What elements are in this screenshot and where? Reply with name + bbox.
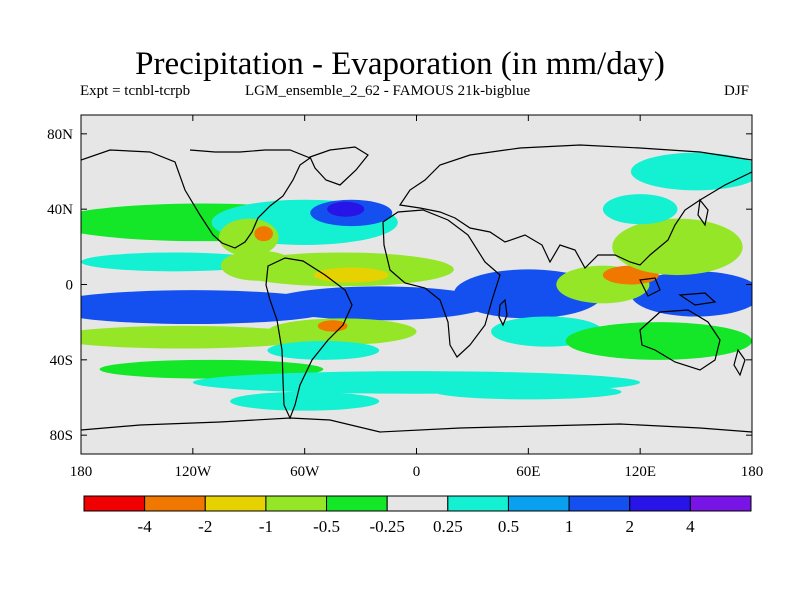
coastline-borneo xyxy=(639,277,661,297)
x-tick-label: 60W xyxy=(290,464,320,480)
colorbar-swatch xyxy=(629,495,691,512)
colorbar-swatch xyxy=(83,495,146,512)
y-tick-label: 80N xyxy=(47,127,73,143)
coastline-greenland xyxy=(309,146,369,186)
field-region-level-6 xyxy=(602,194,678,225)
colorbar-swatch xyxy=(204,495,267,512)
x-tick-label: 60E xyxy=(516,464,540,480)
x-tick-label: 180 xyxy=(70,464,93,480)
field-region-level-3 xyxy=(81,325,314,349)
y-tick-label: 40S xyxy=(50,353,73,369)
colorbar-label: 4 xyxy=(686,517,695,536)
colorbar-label: 0.25 xyxy=(433,517,463,536)
field-layer xyxy=(81,152,752,411)
y-tick-label: 80S xyxy=(50,428,73,444)
coastline-madagascar xyxy=(498,298,508,327)
coastline-australia xyxy=(639,309,721,371)
field-region-level-3 xyxy=(612,218,743,276)
x-tick-label: 120W xyxy=(174,464,212,480)
colorbar-swatch xyxy=(568,495,631,512)
coastline-new-zealand xyxy=(733,348,746,377)
x-tick-label: 0 xyxy=(413,464,421,480)
field-region-level-6 xyxy=(81,252,268,272)
experiment-label: Expt = tcnbl-tcrpb xyxy=(80,83,191,99)
field-region-level-1 xyxy=(317,320,348,332)
coastline-south-america xyxy=(265,257,353,420)
colorbar-swatch xyxy=(689,495,752,512)
coastline-africa xyxy=(382,209,501,358)
colorbar-label: -2 xyxy=(198,517,212,536)
coastline-north-america xyxy=(81,149,312,249)
coastline-japan xyxy=(697,198,709,227)
colorbar-swatch xyxy=(265,495,328,512)
chart-title: Precipitation - Evaporation (in mm/day) xyxy=(135,46,665,82)
field-region-level-2 xyxy=(313,267,389,283)
colorbar-label: -4 xyxy=(138,517,153,536)
field-region-level-4 xyxy=(99,359,324,379)
axes-layer: 180 120W 60W 0 60E 120E 180 80N 40N 0 40S 80S xyxy=(47,115,763,480)
field-region-level-9 xyxy=(327,201,365,217)
colorbar-label: 0.5 xyxy=(498,517,519,536)
field-region-level-1 xyxy=(254,226,273,242)
x-tick-label: 120E xyxy=(624,464,656,480)
colorbar-label: -0.5 xyxy=(313,517,340,536)
coastline-layer xyxy=(81,144,752,433)
field-region-level-8 xyxy=(267,286,492,321)
season-label: DJF xyxy=(724,83,750,99)
colorbar-swatch xyxy=(326,495,388,512)
y-tick-label: 40N xyxy=(47,202,73,218)
x-tick-label: 180 xyxy=(741,464,764,480)
colorbar-label: 1 xyxy=(565,517,574,536)
field-region-level-6 xyxy=(267,341,380,360)
colorbar-swatch xyxy=(507,495,570,512)
colorbar-swatch xyxy=(144,495,206,512)
colorbar-label: 2 xyxy=(625,517,634,536)
coastline-new-guinea xyxy=(678,292,717,306)
coastline-eurasia xyxy=(398,144,752,269)
field-region-level-3 xyxy=(267,318,417,345)
field-region-level-4 xyxy=(565,322,752,360)
y-tick-label: 0 xyxy=(66,278,74,294)
colorbar-swatch xyxy=(386,495,449,512)
field-region-level-6 xyxy=(630,152,752,191)
field-region-level-6 xyxy=(230,391,380,411)
ensemble-label: LGM_ensemble_2_62 - FAMOUS 21k-bigblue xyxy=(245,83,531,99)
coastline-antarctica xyxy=(81,417,752,433)
colorbar-label: -0.25 xyxy=(369,517,404,536)
field-region-level-6 xyxy=(435,384,622,400)
colorbar-swatch xyxy=(447,495,509,512)
colorbar: -4 -2 -1 -0.5 -0.25 0.25 0.5 1 2 4 xyxy=(83,495,752,536)
colorbar-label: -1 xyxy=(259,517,273,536)
